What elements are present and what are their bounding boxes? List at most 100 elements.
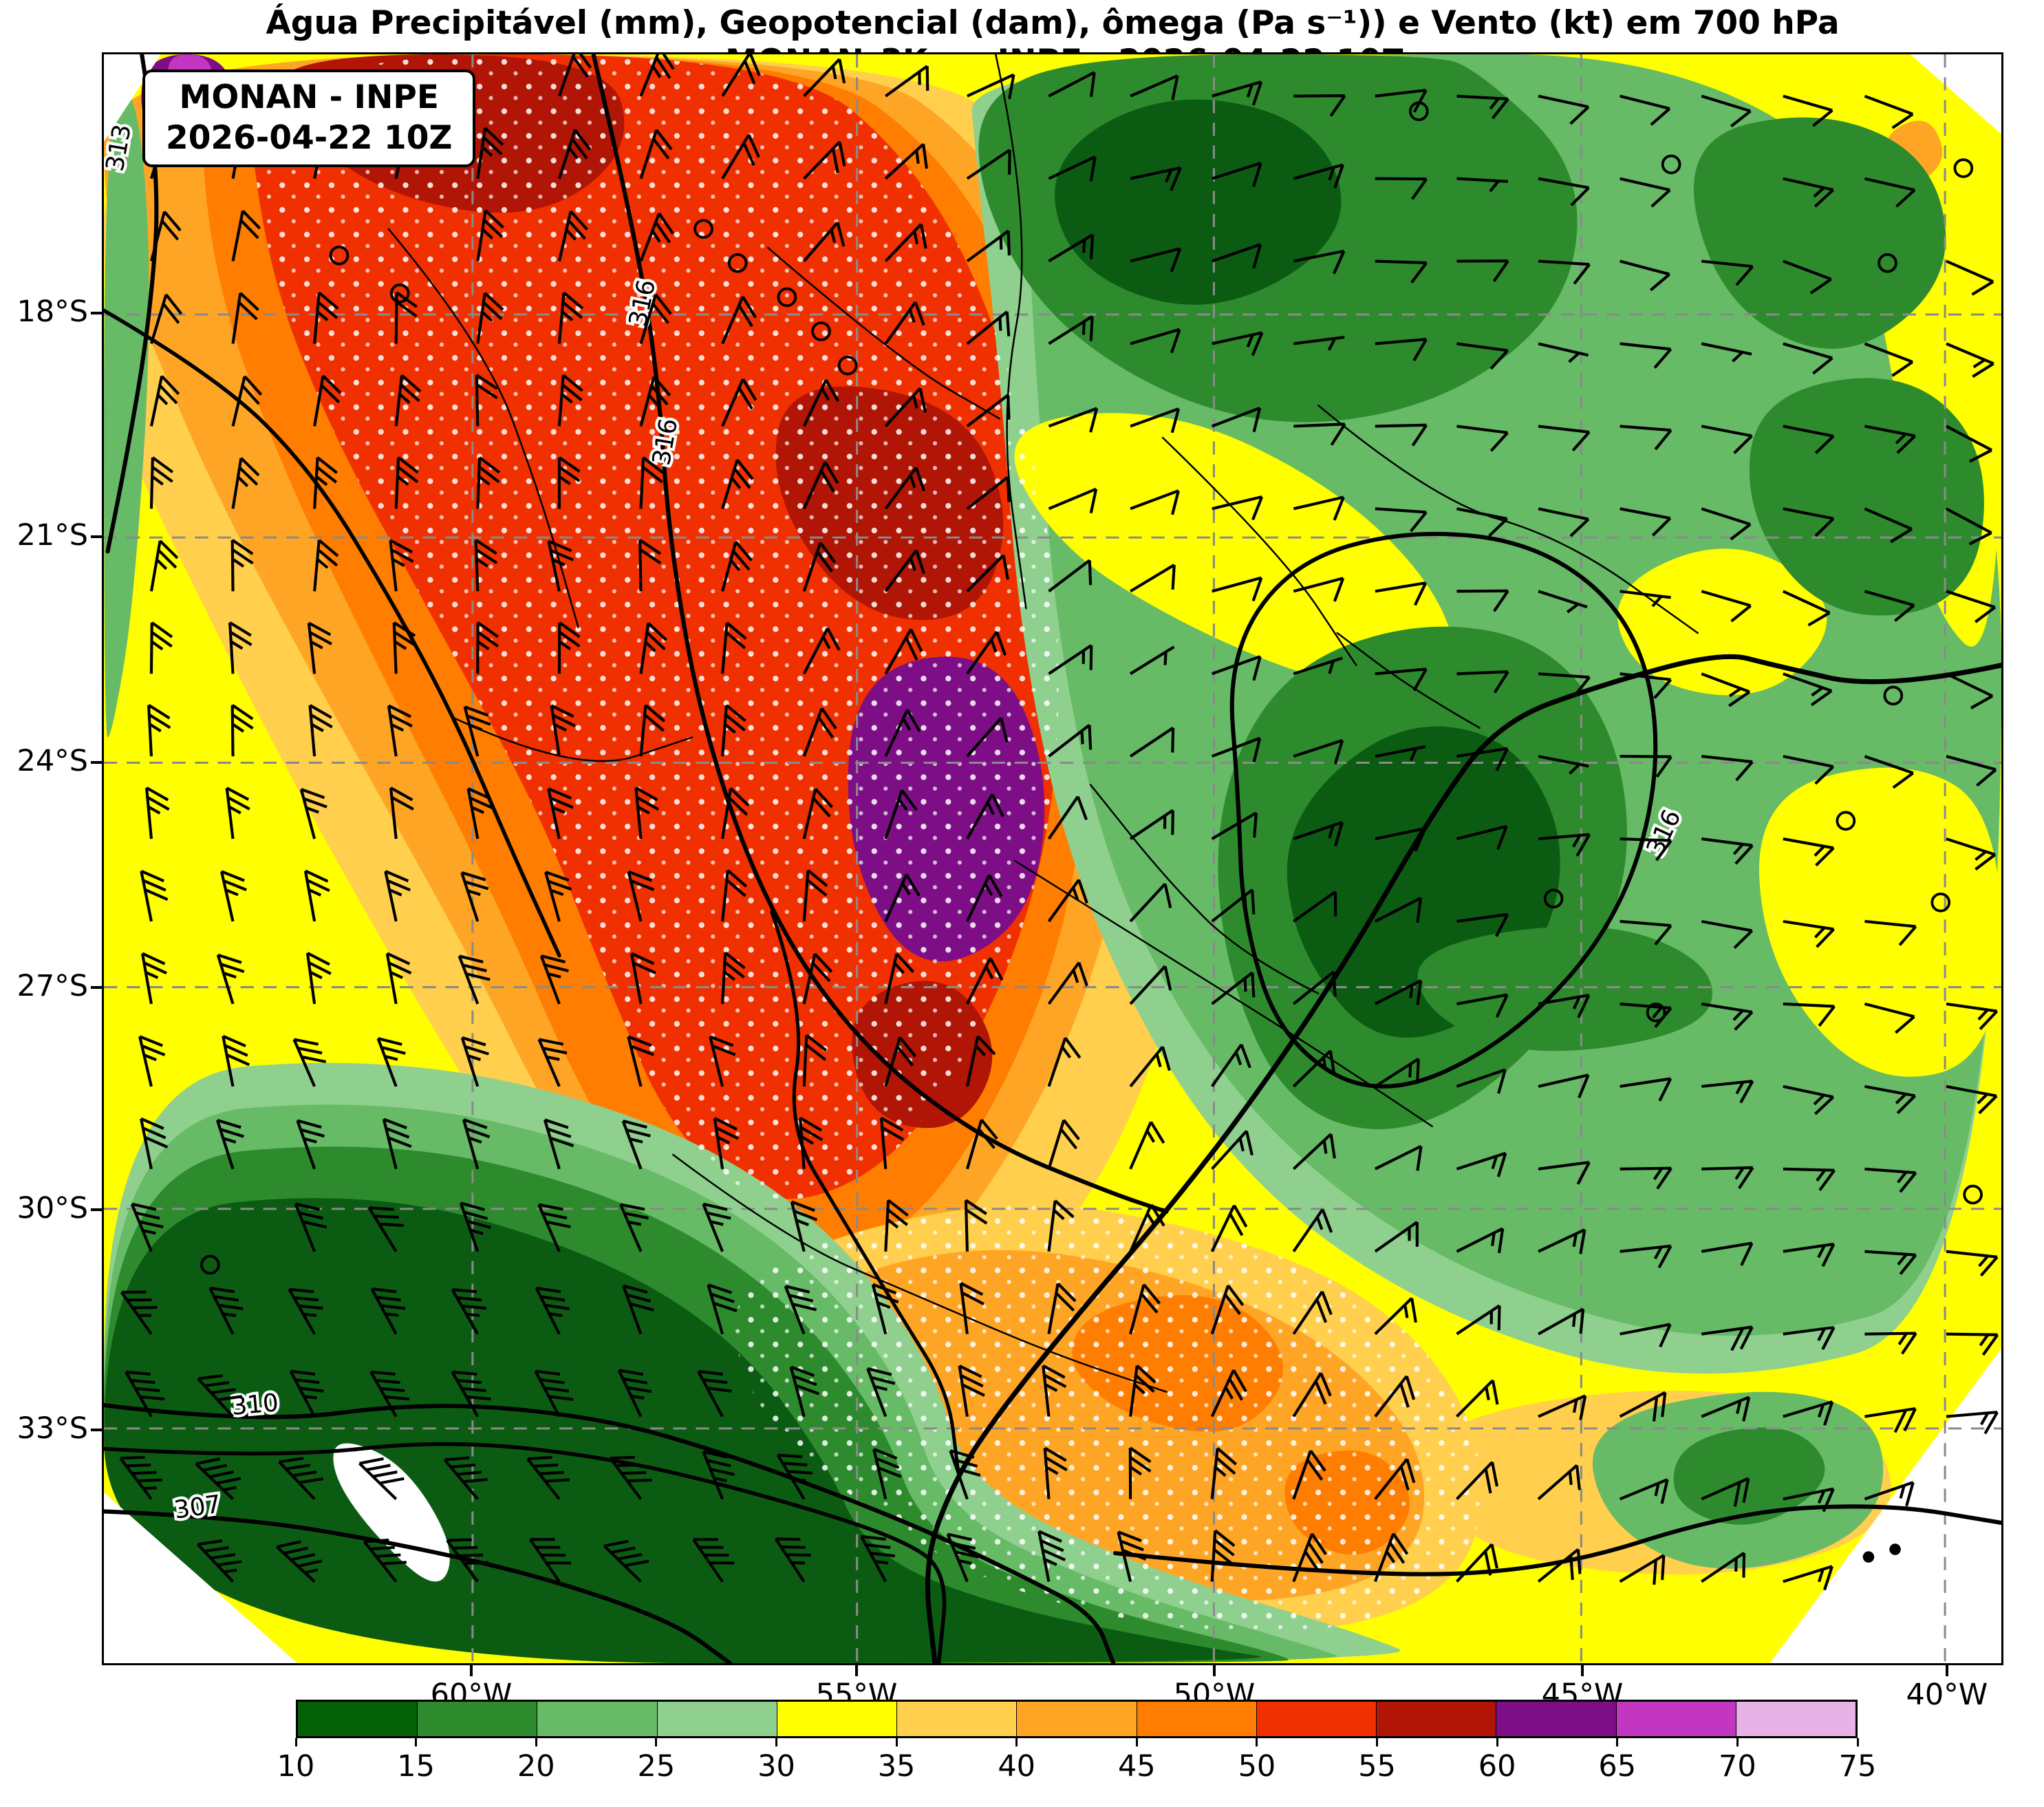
wind-barb bbox=[1129, 727, 1175, 758]
wind-barb bbox=[1946, 837, 1997, 871]
wind-barb bbox=[1537, 1548, 1582, 1583]
wind-barb bbox=[1293, 738, 1344, 765]
wind-barb bbox=[369, 1370, 410, 1418]
wind-barb bbox=[803, 58, 846, 98]
wind-barb bbox=[219, 870, 247, 922]
wind-barb bbox=[1864, 1407, 1917, 1433]
wind-barb bbox=[802, 788, 834, 840]
wind-barb bbox=[149, 621, 173, 674]
wind-barb bbox=[1783, 1325, 1836, 1350]
wind-barb bbox=[966, 554, 1009, 592]
wind-barb bbox=[197, 1373, 243, 1418]
calm-wind-circle bbox=[329, 245, 349, 266]
wind-barb bbox=[1620, 94, 1671, 126]
wind-barb bbox=[1783, 507, 1835, 537]
wind-barb bbox=[1375, 826, 1427, 852]
wind-barb bbox=[1373, 1532, 1409, 1583]
wind-barb bbox=[231, 375, 263, 427]
wind-barb bbox=[1210, 1204, 1248, 1252]
wind-barb bbox=[609, 1455, 652, 1500]
region-ne-dark-2 bbox=[1749, 378, 1984, 616]
wind-barb bbox=[1129, 1283, 1161, 1335]
wind-barb bbox=[1211, 243, 1262, 269]
wind-barb bbox=[802, 379, 840, 427]
wind-barb bbox=[1864, 1002, 1915, 1034]
calm-wind-circle bbox=[1930, 892, 1951, 912]
colorbar-segment bbox=[656, 1702, 777, 1736]
calm-wind-circle bbox=[727, 253, 748, 273]
wind-barb bbox=[802, 869, 828, 922]
wind-barb bbox=[1946, 672, 1994, 709]
wind-barb bbox=[802, 952, 833, 1005]
wind-barb bbox=[1620, 177, 1671, 208]
wind-barb bbox=[879, 1116, 905, 1169]
wind-barb bbox=[1210, 1369, 1247, 1418]
wind-barb bbox=[884, 549, 925, 592]
wind-barb bbox=[1864, 177, 1916, 208]
wind-barb bbox=[1456, 1151, 1507, 1177]
wind-barb bbox=[1130, 564, 1176, 593]
wind-barb bbox=[639, 212, 674, 262]
wind-barb bbox=[1946, 1084, 1998, 1115]
wind-barb bbox=[966, 475, 1011, 510]
wind-barb bbox=[305, 952, 332, 1005]
wind-barb bbox=[458, 954, 491, 1005]
wind-barb bbox=[1128, 1446, 1152, 1499]
wind-barb bbox=[1783, 177, 1835, 208]
wind-barb bbox=[1210, 1043, 1251, 1088]
colorbar-tick-label: 20 bbox=[517, 1749, 555, 1784]
wind-barb bbox=[231, 292, 259, 344]
wind-barb bbox=[1047, 1282, 1077, 1335]
wind-barb bbox=[1210, 1447, 1238, 1499]
wind-barb bbox=[1375, 338, 1428, 362]
wind-barb bbox=[1048, 315, 1094, 345]
wind-barb bbox=[149, 211, 182, 262]
wind-barb bbox=[1212, 576, 1263, 602]
wind-barb bbox=[1701, 919, 1754, 950]
wind-barb bbox=[384, 870, 411, 922]
wind-barb bbox=[476, 456, 501, 509]
wind-barb bbox=[697, 1369, 732, 1418]
wind-barb bbox=[308, 704, 333, 757]
wind-barb bbox=[634, 787, 659, 840]
wind-barb bbox=[721, 621, 747, 674]
wind-barb bbox=[231, 210, 261, 261]
wind-barb bbox=[475, 374, 498, 427]
wind-barb bbox=[278, 1457, 324, 1500]
colorbar-segment bbox=[537, 1702, 657, 1736]
calm-wind-circle bbox=[1836, 811, 1856, 831]
wind-barb bbox=[1130, 407, 1181, 434]
wind-barb bbox=[1864, 1167, 1917, 1193]
wind-barb bbox=[1129, 1365, 1157, 1417]
wind-barb bbox=[1620, 342, 1672, 369]
map-plot-area: 313 316 316 316 310 307 MONAN - INPE 2026-04-… bbox=[102, 52, 2003, 1665]
wind-barb bbox=[967, 73, 1015, 100]
run-datetime-label: 2026-04-22 10Z bbox=[166, 118, 453, 157]
wind-barb bbox=[1701, 94, 1752, 128]
wind-barb bbox=[1783, 837, 1835, 867]
wind-barb bbox=[1619, 1478, 1669, 1504]
wind-barb bbox=[1783, 259, 1832, 295]
calm-wind-circle bbox=[1543, 888, 1564, 909]
colorbar-tick-mark bbox=[655, 1738, 658, 1746]
wind-barb bbox=[385, 952, 412, 1005]
wind-barb bbox=[1456, 589, 1509, 612]
wind-barb bbox=[1456, 259, 1509, 282]
lat-tick-label: 27°S bbox=[17, 969, 88, 1004]
colorbar-tick-mark bbox=[1736, 1738, 1739, 1746]
wind-barb bbox=[1293, 821, 1344, 847]
wind-barb bbox=[149, 293, 183, 345]
wind-barb bbox=[702, 1202, 731, 1252]
wind-barb bbox=[1293, 656, 1343, 676]
line-contour-307 bbox=[104, 1509, 733, 1663]
wind-barb bbox=[1292, 1133, 1336, 1170]
wind-barb bbox=[460, 1036, 489, 1087]
wind-barb bbox=[959, 1281, 985, 1334]
wind-barbs-layer bbox=[119, 54, 1999, 1591]
wind-barb bbox=[639, 376, 671, 427]
wind-barb bbox=[1048, 233, 1095, 263]
wind-barb bbox=[884, 789, 918, 840]
colorbar-tick-label: 35 bbox=[877, 1749, 916, 1784]
wind-barb bbox=[721, 869, 748, 922]
wind-barb bbox=[1864, 342, 1914, 377]
